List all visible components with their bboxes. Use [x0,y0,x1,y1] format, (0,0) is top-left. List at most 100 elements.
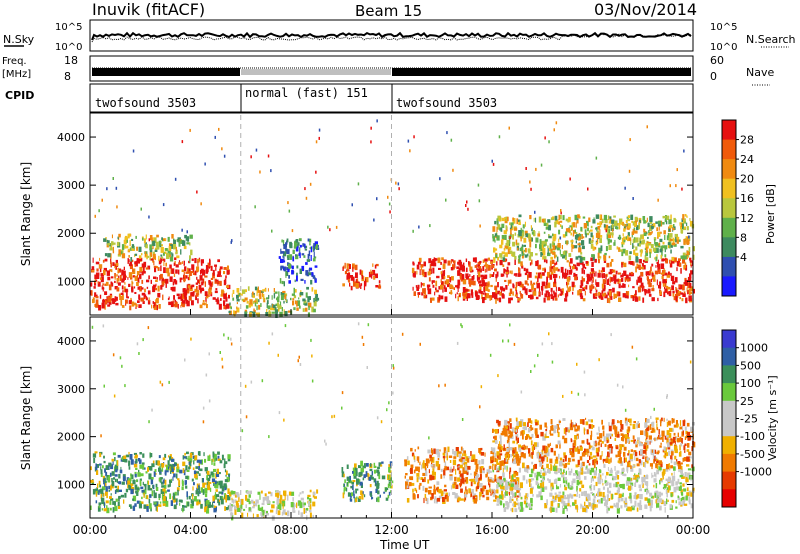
echo-cell [118,473,121,479]
echo-cell [551,425,554,429]
echo-cell [560,266,564,273]
echo-cell [550,501,554,507]
echo-cell [223,271,226,275]
echo-cell [184,480,187,485]
echo-cell [114,501,116,506]
echo-cell [664,247,666,253]
echo-cell [640,253,642,257]
echo-cell [268,294,270,299]
echo-cell [677,478,680,484]
echo-cell [218,303,222,310]
echo-cell [208,266,210,269]
echo-cell [412,261,415,265]
echo-cell [503,465,506,470]
echo-cell [546,295,551,301]
echo-cell [498,455,501,460]
echo-cell [430,298,432,303]
echo-cell [580,252,583,255]
echo-cell [581,261,584,266]
echo-cell [449,475,453,481]
echo-cell [510,479,513,483]
echo-cell [506,506,509,510]
echo-cell [97,483,99,489]
echo-cell [577,459,580,465]
echo-cell [628,237,632,242]
echo-cell [115,498,118,502]
echo-cell [286,240,288,245]
echo-cell [121,305,125,308]
echo-cell [352,484,354,491]
echo-cell [352,467,356,472]
echo-cell [581,236,585,239]
echo-cell [196,499,199,506]
echo-cell [665,282,667,288]
echo-cell [653,459,655,464]
echo-cell [169,493,172,500]
echo-cell [246,491,250,495]
echo-cell [505,459,508,462]
echo-cell [627,470,628,474]
echo-cell [354,463,357,469]
echo-cell [676,238,679,244]
echo-cell [176,463,179,469]
echo-cell [541,272,545,276]
echo-cell [183,245,187,250]
echo-cell [655,417,659,420]
echo-cell [219,482,222,487]
echo-cell [517,247,519,251]
echo-cell [232,504,235,507]
echo-cell [593,441,596,446]
echo-cell [424,465,427,471]
echo-cell [196,190,198,194]
echo-cell [603,495,606,501]
echo-cell [172,476,174,481]
echo-cell [553,273,557,279]
echo-cell [221,289,224,294]
echo-cell [512,241,516,247]
echo-cell [625,291,628,296]
echo-cell [628,255,632,261]
echo-cell [426,284,431,288]
echo-cell [621,277,624,282]
echo-cell [207,455,211,461]
echo-cell [527,248,530,252]
echo-cell [95,463,97,469]
echo-cell [460,278,464,282]
echo-cell [142,481,144,485]
echo-cell [529,180,531,184]
echo-cell [171,253,174,257]
echo-cell [191,284,195,288]
echo-cell [281,280,284,285]
echo-cell [169,264,172,269]
echo-cell [173,304,176,307]
echo-cell [656,459,659,464]
nsearch-label: N.Search [746,33,796,46]
summary-panels: N.Sky N.Search 10^5 10^0 10^5 10^0 Freq.… [2,19,796,113]
echo-cell [385,488,387,493]
echo-cell [632,243,634,249]
echo-cell [609,482,612,488]
echo-cell [308,250,311,257]
echo-cell [656,464,659,470]
echo-cell [307,494,311,498]
echo-cell [128,255,130,258]
echo-cell [128,451,130,455]
echo-cell [171,252,173,255]
echo-cell [449,460,452,463]
echo-cell [529,262,532,266]
echo-cell [500,438,502,445]
echo-cell [130,473,132,476]
echo-cell [421,269,425,275]
echo-cell [576,234,579,238]
echo-cell [584,501,586,507]
echo-cell [176,239,178,242]
echo-cell [109,496,112,499]
echo-cell [361,275,364,280]
echo-cell [640,282,644,287]
echo-cell [514,259,516,265]
echo-cell [541,449,544,455]
echo-cell [101,508,104,511]
echo-cell [155,483,158,488]
echo-cell [227,265,229,271]
echo-cell [459,273,463,280]
